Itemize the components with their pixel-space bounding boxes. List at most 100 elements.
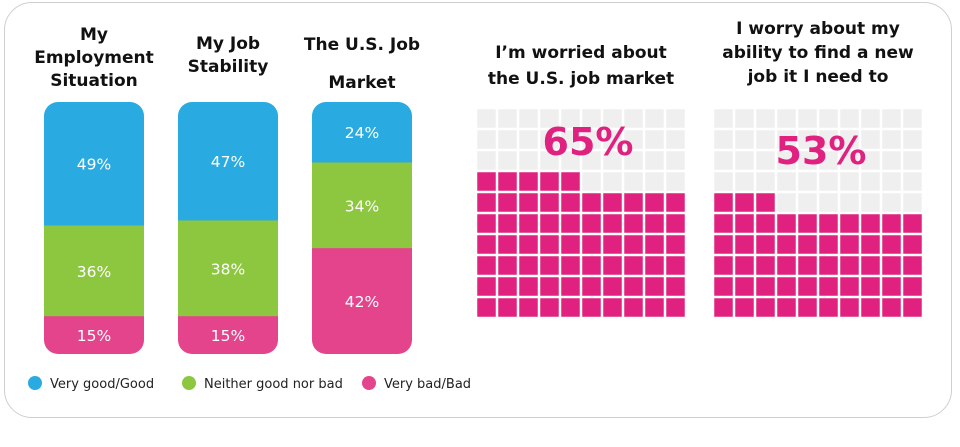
waffle-2-cell-filled (735, 193, 754, 212)
bar-label-my-job-stability-neither-good-nor-bad: 38% (211, 260, 245, 278)
waffle-2-cell-filled (798, 235, 817, 254)
waffle-2-cell-filled (798, 256, 817, 275)
waffle-1-cell-empty (624, 151, 643, 170)
legend-label-very-bad-bad: Very bad/Bad (384, 377, 471, 392)
waffle-2-cell-empty (903, 130, 922, 149)
waffle-2-cell-filled (714, 298, 733, 317)
bar-label-my-employment-situation-neither-good-nor-bad: 36% (77, 263, 111, 281)
waffle-2-cell-filled (777, 235, 796, 254)
bar-title-my-employment-situation-line-3: Situation (50, 71, 138, 91)
waffle-1-cell-empty (561, 130, 580, 149)
waffle-2-cell-empty (882, 193, 901, 212)
waffle-1-cell-empty (645, 109, 664, 128)
waffle-2-cell-empty (819, 151, 838, 170)
waffle-1-cell-empty (645, 130, 664, 149)
waffle-1-cell-filled (519, 277, 538, 296)
waffle-title-2-line-2: ability to find a new (722, 43, 914, 63)
waffle-2-cell-filled (714, 193, 733, 212)
waffle-1-cell-empty (540, 130, 559, 149)
waffle-1-cell-filled (645, 214, 664, 233)
waffle-2-cell-filled (861, 214, 880, 233)
waffle-2-cell-filled (756, 277, 775, 296)
waffle-2-cell-filled (735, 298, 754, 317)
waffle-1-cell-filled (666, 277, 685, 296)
waffle-2-cell-filled (819, 256, 838, 275)
waffle-2-cell-filled (882, 235, 901, 254)
waffle-2-cell-filled (735, 277, 754, 296)
waffle-2-cell-empty (756, 151, 775, 170)
waffle-1-cell-filled (519, 214, 538, 233)
waffle-1-cell-empty (624, 172, 643, 191)
waffle-2-cell-empty (861, 151, 880, 170)
waffle-1-cell-empty (603, 172, 622, 191)
bar-segment-the-u-s-job-market-neither-good-nor-bad (312, 162, 412, 249)
waffle-2-cell-empty (714, 172, 733, 191)
waffle-1-cell-empty (477, 130, 496, 149)
waffle-1-cell-empty (519, 109, 538, 128)
waffle-1-cell-filled (603, 256, 622, 275)
waffle-1-cell-empty (477, 151, 496, 170)
bar-segment-the-u-s-job-market-very-good-good (312, 102, 412, 163)
waffle-1-cell-filled (477, 172, 496, 191)
waffle-1-cell-filled (519, 172, 538, 191)
waffle-2-cell-empty (861, 130, 880, 149)
waffle-1-cell-filled (603, 214, 622, 233)
waffle-2-cell-filled (819, 298, 838, 317)
stacked-bar-my-employment-situation (44, 102, 144, 354)
waffle-2-cell-filled (882, 298, 901, 317)
waffle-1-cell-filled (666, 256, 685, 275)
waffle-1-cell-filled (477, 235, 496, 254)
waffle-2-cell-empty (819, 172, 838, 191)
waffle-2-cell-filled (819, 214, 838, 233)
waffle-2-cell-filled (756, 214, 775, 233)
bar-title-my-job-stability-line-1: My Job (196, 34, 260, 54)
waffle-1-cell-empty (561, 109, 580, 128)
waffle-1-cell-filled (645, 256, 664, 275)
waffle-2-cell-filled (777, 298, 796, 317)
waffle-1-cell-empty (582, 130, 601, 149)
bar-label-my-employment-situation-very-good-good: 49% (77, 156, 111, 174)
waffle-2-cell-empty (861, 172, 880, 191)
waffle-1-cell-filled (582, 214, 601, 233)
waffle-1-cell-filled (498, 277, 517, 296)
waffle-1-cell-filled (498, 172, 517, 191)
waffle-1-cell-filled (519, 193, 538, 212)
bar-title-my-employment-situation-line-1: My (80, 25, 108, 45)
waffle-1-cell-filled (666, 235, 685, 254)
waffle-grid-1 (477, 109, 685, 317)
waffle-1-cell-empty (582, 172, 601, 191)
bar-label-the-u-s-job-market-very-good-good: 24% (345, 124, 379, 142)
waffle-2-cell-empty (777, 193, 796, 212)
waffle-1-cell-filled (540, 172, 559, 191)
waffle-1-cell-filled (603, 193, 622, 212)
waffle-2-cell-filled (714, 256, 733, 275)
waffle-1-cell-filled (540, 235, 559, 254)
waffle-1-cell-filled (498, 214, 517, 233)
waffle-1-cell-filled (498, 193, 517, 212)
waffle-1-cell-empty (624, 109, 643, 128)
waffle-1-cell-filled (624, 193, 643, 212)
waffle-2-cell-empty (735, 109, 754, 128)
waffle-2-cell-empty (756, 109, 775, 128)
waffle-1-cell-filled (645, 193, 664, 212)
waffle-2-cell-filled (714, 214, 733, 233)
waffle-2-cell-empty (756, 130, 775, 149)
waffle-2-cell-empty (714, 151, 733, 170)
waffle-2-cell-filled (735, 214, 754, 233)
waffle-1-cell-filled (561, 256, 580, 275)
waffle-2-cell-filled (861, 277, 880, 296)
waffle-2-cell-empty (798, 172, 817, 191)
waffle-1-cell-filled (624, 277, 643, 296)
waffle-2-cell-filled (714, 277, 733, 296)
waffle-2-cell-filled (861, 298, 880, 317)
waffle-2-cell-empty (882, 109, 901, 128)
waffle-2-cell-empty (714, 130, 733, 149)
waffle-1-cell-filled (519, 256, 538, 275)
waffle-2-cell-filled (756, 256, 775, 275)
waffle-2-percent-label: 53% (776, 129, 867, 173)
waffle-2-cell-filled (735, 256, 754, 275)
waffle-1-cell-empty (666, 130, 685, 149)
waffle-title-1-line-1: I’m worried about (495, 43, 667, 63)
waffle-1-cell-empty (540, 151, 559, 170)
waffle-1-cell-filled (498, 235, 517, 254)
